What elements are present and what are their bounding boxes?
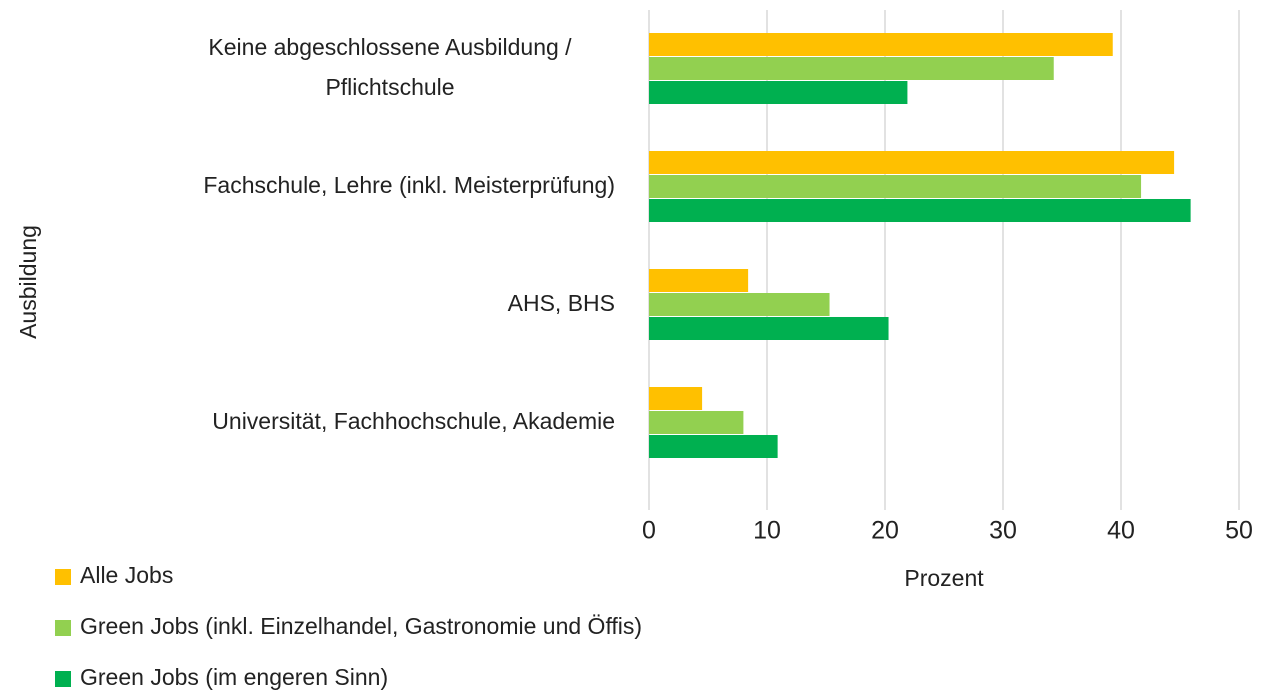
legend-label: Green Jobs (inkl. Einzelhandel, Gastrono… <box>80 613 642 639</box>
bar <box>649 81 908 104</box>
bar <box>649 269 749 292</box>
bar <box>649 317 889 340</box>
y-tick-label: Universität, Fachhochschule, Akademie <box>212 408 615 434</box>
x-tick-label: 0 <box>642 517 656 545</box>
x-tick-label: 50 <box>1225 517 1253 545</box>
y-tick-label: Pflichtschule <box>325 74 454 100</box>
bar <box>649 411 744 434</box>
x-tick-label: 10 <box>753 517 781 545</box>
x-tick-label: 30 <box>989 517 1017 545</box>
bar <box>649 33 1113 56</box>
bar <box>649 151 1175 174</box>
y-axis-title: Ausbildung <box>15 225 41 339</box>
bar <box>649 199 1191 222</box>
bar <box>649 57 1054 80</box>
y-tick-label: Fachschule, Lehre (inkl. Meisterprüfung) <box>203 172 615 198</box>
legend-label: Alle Jobs <box>80 562 173 588</box>
y-tick-label: Keine abgeschlossene Ausbildung / <box>208 34 572 60</box>
legend-label: Green Jobs (im engeren Sinn) <box>80 664 388 690</box>
legend-swatch <box>55 671 71 687</box>
bar <box>649 435 778 458</box>
legend-swatch <box>55 569 71 585</box>
x-axis-title: Prozent <box>904 565 984 591</box>
bar <box>649 175 1142 198</box>
x-tick-label: 40 <box>1107 517 1135 545</box>
bar <box>649 387 703 410</box>
bar <box>649 293 830 316</box>
y-tick-label: AHS, BHS <box>508 290 615 316</box>
legend-swatch <box>55 620 71 636</box>
x-tick-label: 20 <box>871 517 899 545</box>
